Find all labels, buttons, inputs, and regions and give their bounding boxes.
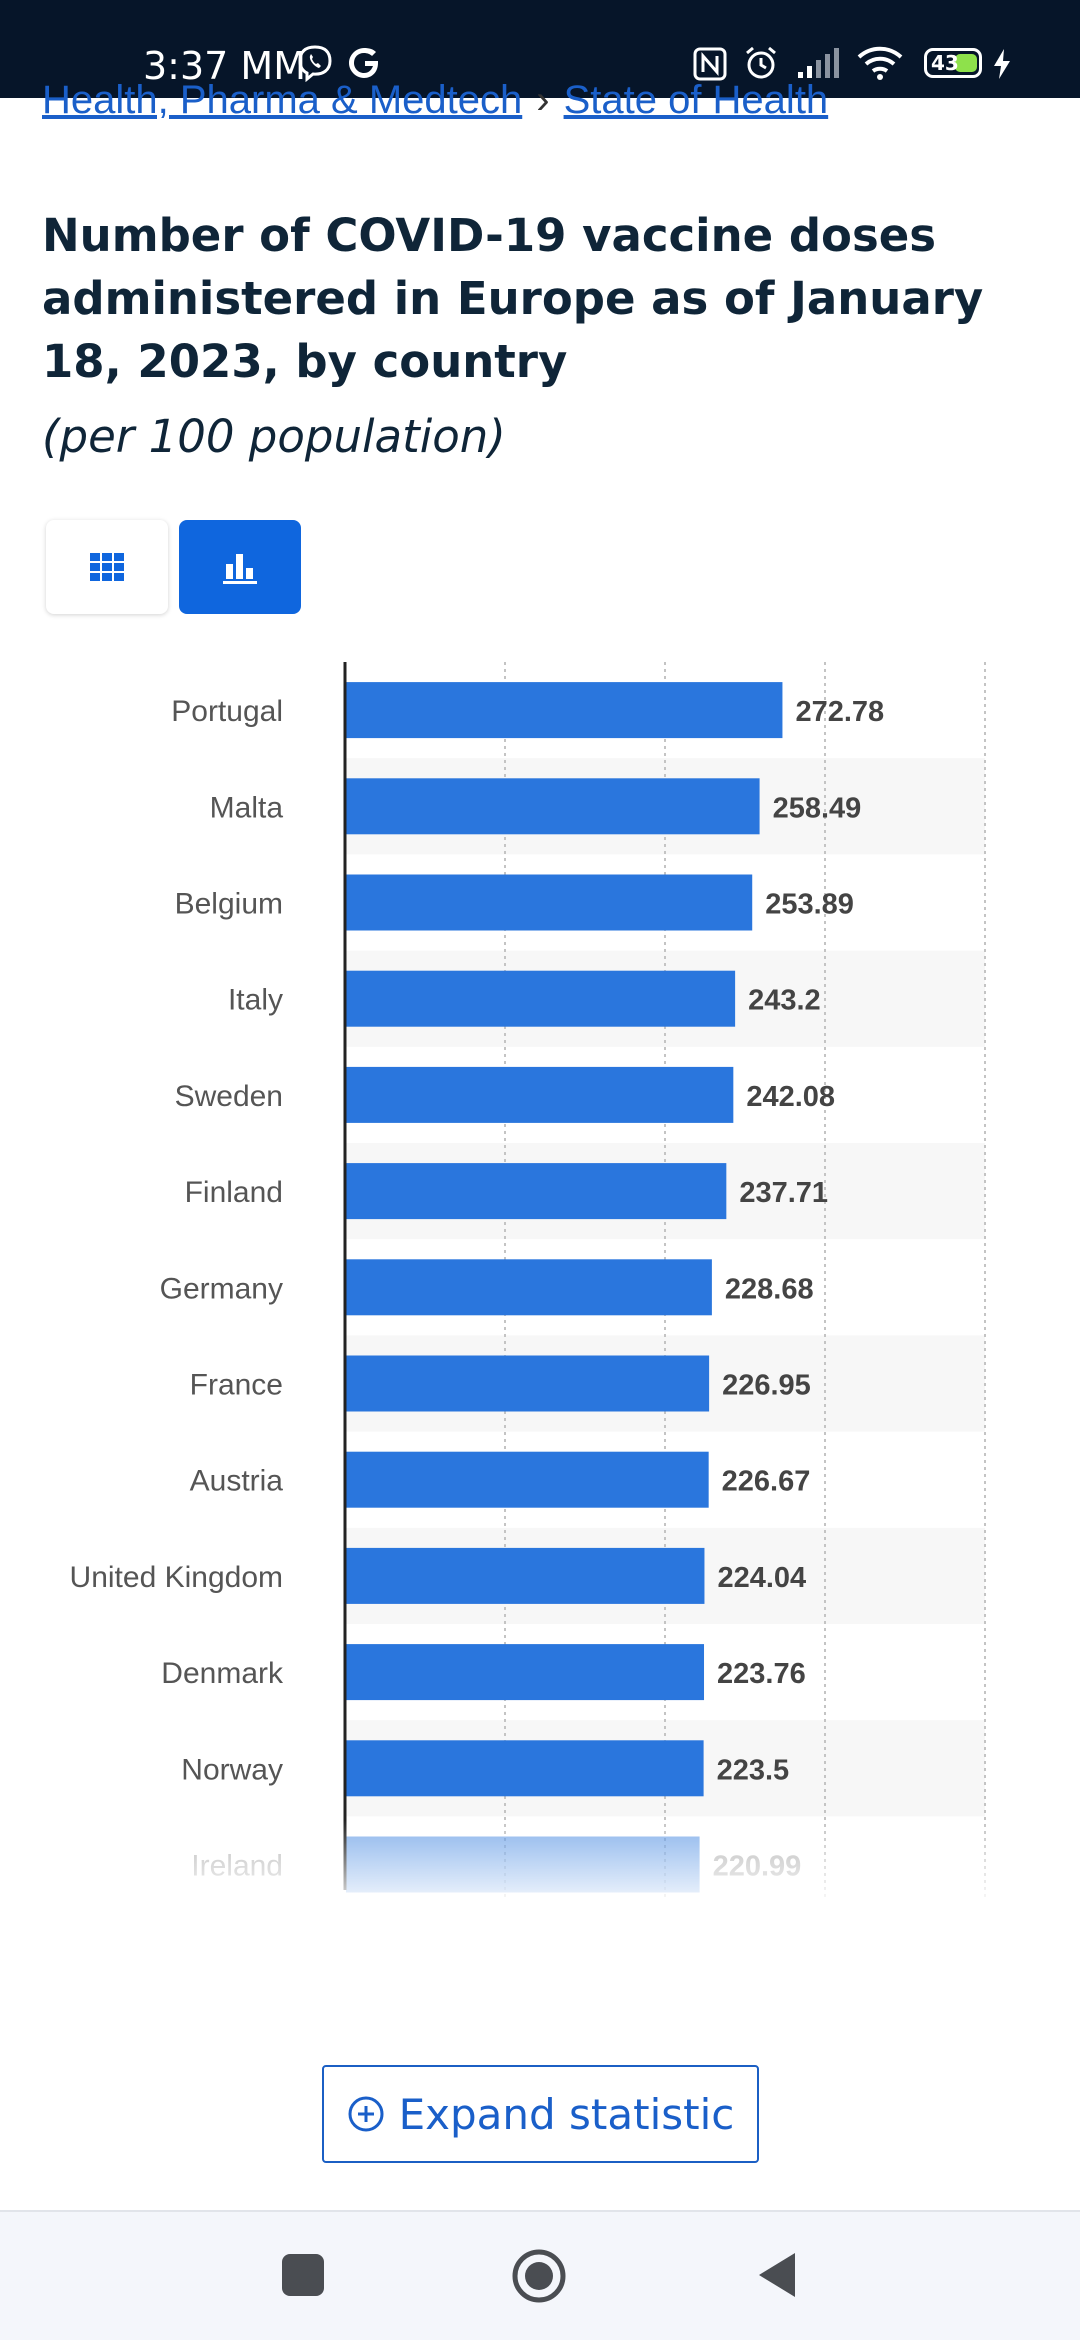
bar-chart-icon — [223, 554, 257, 584]
bar[interactable] — [346, 682, 783, 739]
back-icon[interactable] — [755, 2250, 799, 2300]
bar[interactable] — [346, 1259, 712, 1316]
alarm-icon — [746, 46, 776, 79]
value-label: 237.71 — [739, 1177, 828, 1209]
bar[interactable] — [346, 1836, 700, 1893]
breadcrumb: Health, Pharma & Medtech › State of Health — [42, 78, 828, 123]
navigation-bar — [0, 2210, 1080, 2340]
category-label: Portugal — [171, 695, 283, 728]
expand-statistic-label: Expand statistic — [398, 2089, 735, 2139]
value-label: 228.68 — [725, 1273, 814, 1305]
home-icon[interactable] — [511, 2248, 567, 2304]
bar[interactable] — [346, 1355, 710, 1412]
value-label: 224.04 — [717, 1562, 806, 1594]
battery-icon: 43 — [924, 48, 982, 78]
category-label: Sweden — [175, 1080, 283, 1113]
value-label: 220.99 — [713, 1851, 802, 1883]
category-label: Ireland — [191, 1850, 283, 1883]
wifi-icon — [857, 46, 903, 80]
google-icon — [349, 48, 378, 78]
category-label: Norway — [181, 1753, 283, 1786]
bar[interactable] — [346, 1163, 727, 1220]
value-label: 226.67 — [722, 1466, 811, 1498]
value-label: 226.95 — [722, 1370, 811, 1402]
bar[interactable] — [346, 778, 760, 835]
battery-level: 43 — [931, 51, 959, 75]
value-label: 223.76 — [717, 1658, 806, 1690]
charging-icon — [994, 49, 1010, 79]
value-label: 243.2 — [748, 985, 821, 1017]
bar[interactable] — [346, 1547, 705, 1604]
category-label: Austria — [190, 1465, 284, 1498]
value-label: 223.5 — [717, 1754, 790, 1786]
table-view-button[interactable] — [46, 520, 168, 614]
signal-icon — [798, 48, 839, 78]
breadcrumb-link-state-of-health[interactable]: State of Health — [563, 78, 829, 122]
status-bar: 3:37 MM 43 — [0, 0, 1080, 98]
value-label: 242.08 — [746, 1081, 835, 1113]
breadcrumb-separator: › — [536, 78, 550, 122]
category-label: Belgium — [175, 888, 283, 921]
category-label: Germany — [160, 1272, 283, 1305]
expand-statistic-button[interactable]: Expand statistic — [322, 2065, 759, 2163]
bar[interactable] — [346, 970, 736, 1027]
status-time: 3:37 MM — [143, 44, 306, 88]
bar[interactable] — [346, 1451, 709, 1508]
category-label: Malta — [210, 791, 284, 824]
table-grid-icon — [90, 553, 124, 581]
chart-view-button[interactable] — [179, 520, 301, 614]
nfc-icon — [693, 47, 727, 81]
value-label: 258.49 — [773, 792, 862, 824]
plus-circle-icon — [348, 2096, 384, 2132]
category-label: Finland — [185, 1176, 283, 1209]
chart-title: Number of COVID-19 vaccine doses adminis… — [42, 209, 984, 388]
bar[interactable] — [346, 1066, 734, 1123]
breadcrumb-link-health-pharma-medtech[interactable]: Health, Pharma & Medtech — [42, 78, 523, 122]
value-label: 272.78 — [795, 696, 884, 728]
category-label: France — [190, 1369, 283, 1402]
bar[interactable] — [346, 874, 753, 931]
category-label: United Kingdom — [70, 1561, 283, 1594]
viber-icon — [298, 45, 332, 82]
recent-apps-icon[interactable] — [280, 2252, 326, 2298]
bar[interactable] — [346, 1740, 704, 1797]
bar[interactable] — [346, 1644, 705, 1701]
bar-chart: Portugal 272.78 Malta 258.49 Belgium 253.89 It… — [70, 662, 986, 1900]
chart-subtitle: (per 100 population) — [42, 410, 506, 463]
category-label: Italy — [228, 984, 283, 1017]
value-label: 253.89 — [765, 889, 854, 921]
category-label: Denmark — [161, 1657, 284, 1690]
